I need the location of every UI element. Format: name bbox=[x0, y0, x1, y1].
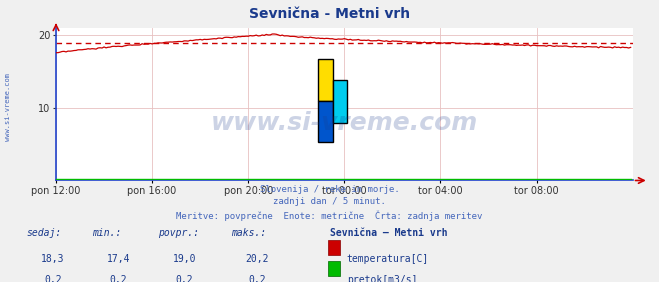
Text: 19,0: 19,0 bbox=[173, 254, 196, 264]
Text: www.si-vreme.com: www.si-vreme.com bbox=[211, 111, 478, 135]
Text: Sevnična – Metni vrh: Sevnična – Metni vrh bbox=[330, 228, 447, 238]
Text: 18,3: 18,3 bbox=[41, 254, 65, 264]
Text: 0,2: 0,2 bbox=[248, 275, 266, 282]
Text: 17,4: 17,4 bbox=[107, 254, 130, 264]
Text: maks.:: maks.: bbox=[231, 228, 266, 238]
Text: 20,2: 20,2 bbox=[245, 254, 269, 264]
FancyBboxPatch shape bbox=[318, 59, 333, 101]
Text: temperatura[C]: temperatura[C] bbox=[347, 254, 429, 264]
Text: www.si-vreme.com: www.si-vreme.com bbox=[5, 73, 11, 141]
Text: 0,2: 0,2 bbox=[110, 275, 127, 282]
Text: 0,2: 0,2 bbox=[44, 275, 61, 282]
Text: min.:: min.: bbox=[92, 228, 122, 238]
FancyBboxPatch shape bbox=[318, 101, 333, 142]
Text: 0,2: 0,2 bbox=[176, 275, 193, 282]
Text: Sevnična - Metni vrh: Sevnična - Metni vrh bbox=[249, 7, 410, 21]
Text: Slovenija / reke in morje.: Slovenija / reke in morje. bbox=[260, 185, 399, 194]
Text: Meritve: povprečne  Enote: metrične  Črta: zadnja meritev: Meritve: povprečne Enote: metrične Črta:… bbox=[177, 210, 482, 221]
Text: zadnji dan / 5 minut.: zadnji dan / 5 minut. bbox=[273, 197, 386, 206]
Text: pretok[m3/s]: pretok[m3/s] bbox=[347, 275, 417, 282]
Text: sedaj:: sedaj: bbox=[26, 228, 61, 238]
Text: povpr.:: povpr.: bbox=[158, 228, 199, 238]
FancyBboxPatch shape bbox=[333, 80, 347, 123]
